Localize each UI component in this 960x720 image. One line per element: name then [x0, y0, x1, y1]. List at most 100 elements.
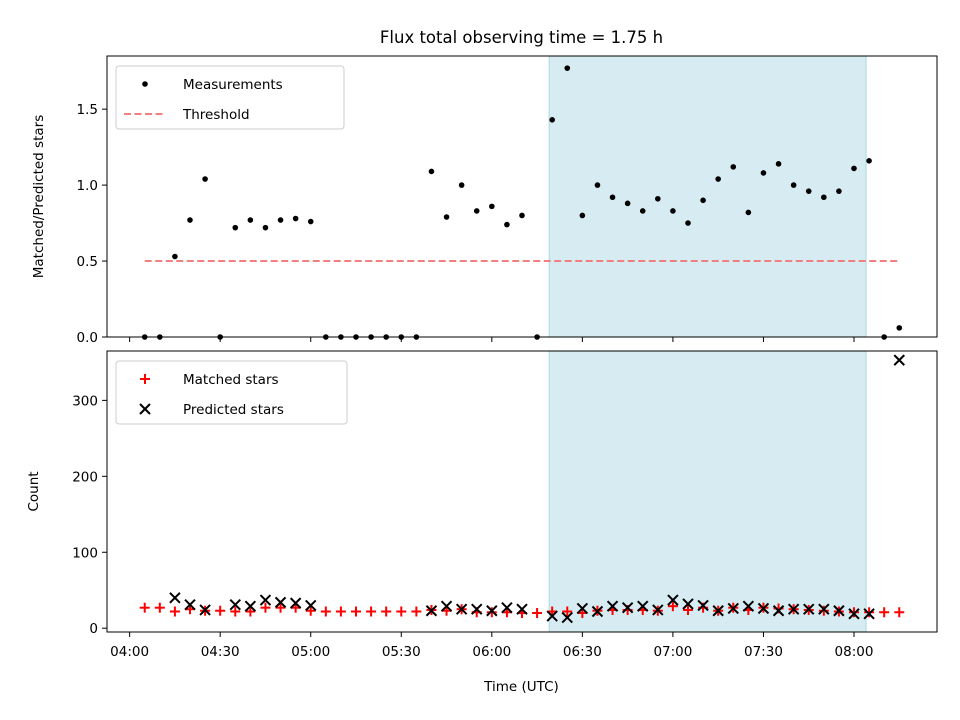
predicted-point [591, 605, 604, 618]
y-axis-label: Matched/Predicted stars [31, 115, 47, 278]
matched-point [139, 602, 150, 613]
predicted-point [169, 592, 181, 604]
legend-label: Measurements [183, 77, 283, 93]
x-tick-label: 06:30 [563, 644, 602, 660]
predicted-point [425, 605, 438, 617]
measurement-point [307, 218, 314, 225]
x-tick-label: 05:00 [291, 644, 330, 660]
measurement-point [519, 212, 525, 219]
predicted-point [682, 598, 694, 610]
measurement-point [609, 194, 616, 201]
measurement-point [790, 182, 797, 188]
measurement-point [473, 208, 480, 214]
matched-point [260, 602, 271, 613]
x-tick-label: 05:30 [382, 644, 421, 660]
axes-frame [106, 55, 938, 338]
predicted-point [576, 602, 589, 615]
matched-point [366, 606, 377, 617]
matched-point [562, 606, 573, 617]
predicted-point [440, 600, 453, 612]
legend-box [115, 65, 345, 130]
predicted-point [667, 594, 679, 606]
predicted-point [697, 599, 709, 612]
predicted-point [561, 611, 573, 624]
predicted-point [848, 608, 860, 620]
matched-point [275, 602, 286, 613]
measurement-point [775, 161, 782, 167]
matched-point [894, 607, 905, 618]
matched-point [335, 606, 346, 617]
measurement-point [670, 208, 676, 214]
predicted-point [787, 603, 800, 615]
matched-point [154, 602, 165, 613]
matched-point [818, 605, 829, 616]
measurement-point [504, 221, 510, 228]
x-tick-label: 07:00 [653, 644, 692, 660]
ratio-panel: 0.0 0.5 1.0 1.5 Matched/Predicted stars Measu… [31, 55, 938, 346]
predicted-point [637, 600, 649, 612]
matched-point [305, 605, 316, 616]
matched-point [351, 606, 361, 617]
y-axis-label: Count [26, 471, 42, 511]
count-panel: 0 100 200 300 04:00 04:30 05:00 05:30 06:00 06:30… [26, 350, 938, 660]
series-measurements [141, 65, 903, 340]
measurement-point [277, 217, 284, 223]
measurement-point [760, 170, 767, 176]
measurement-point [624, 200, 631, 207]
legend-label: Matched stars [183, 372, 279, 388]
legend-box [115, 360, 348, 425]
predicted-point [742, 600, 755, 612]
predicted-point [652, 604, 664, 616]
predicted-point [621, 601, 634, 614]
predicted-point [772, 605, 785, 617]
measurement-point [187, 217, 193, 223]
measurement-point [428, 168, 435, 175]
measurement-point [805, 188, 812, 194]
measurement-point [549, 116, 555, 123]
predicted-point [516, 603, 528, 615]
matched-point [320, 606, 331, 617]
matched-point [849, 607, 859, 618]
matched-point [683, 604, 693, 615]
measurement-point [594, 182, 601, 188]
chart-title: Flux total observing time = 1.75 h [380, 28, 663, 47]
measurement-point [292, 215, 299, 222]
predicted-point [486, 605, 498, 617]
y-tick-label: 200 [72, 469, 98, 485]
x-tick-label: 04:00 [110, 644, 149, 660]
y-tick-label: 0.0 [77, 330, 98, 346]
measurement-point [579, 212, 586, 219]
predicted-point [471, 603, 483, 615]
matched-point [532, 608, 543, 619]
matched-point [486, 607, 497, 618]
legend-x-marker [139, 403, 151, 415]
measurement-point [489, 203, 495, 210]
measurement-point [202, 176, 208, 182]
measurement-point [262, 224, 269, 231]
legend-dot-marker [142, 81, 148, 87]
legend-label: Predicted stars [183, 402, 284, 418]
x-tick-label: 06:00 [472, 644, 511, 660]
measurement-point [821, 194, 827, 201]
predicted-point [863, 608, 875, 620]
predicted-point [455, 603, 468, 615]
measurement-point [896, 325, 903, 331]
y-tick-label: 1.5 [77, 102, 98, 118]
predicted-point [199, 604, 211, 616]
measurement-point [836, 188, 842, 194]
x-tick-label: 07:30 [744, 644, 783, 660]
axes-frame [106, 350, 938, 633]
predicted-point [803, 603, 815, 615]
measurement-point [866, 158, 872, 164]
matched-point [245, 606, 256, 617]
highlight-span [548, 55, 867, 338]
y-tick-label: 0.5 [77, 254, 98, 270]
x-axis-label: Time (UTC) [483, 679, 559, 695]
matched-point [396, 606, 407, 617]
predicted-point [229, 598, 241, 611]
legend-plus-marker [140, 374, 150, 384]
legend-label: Threshold [182, 107, 250, 123]
matched-point [411, 606, 422, 617]
matched-point [215, 605, 226, 616]
